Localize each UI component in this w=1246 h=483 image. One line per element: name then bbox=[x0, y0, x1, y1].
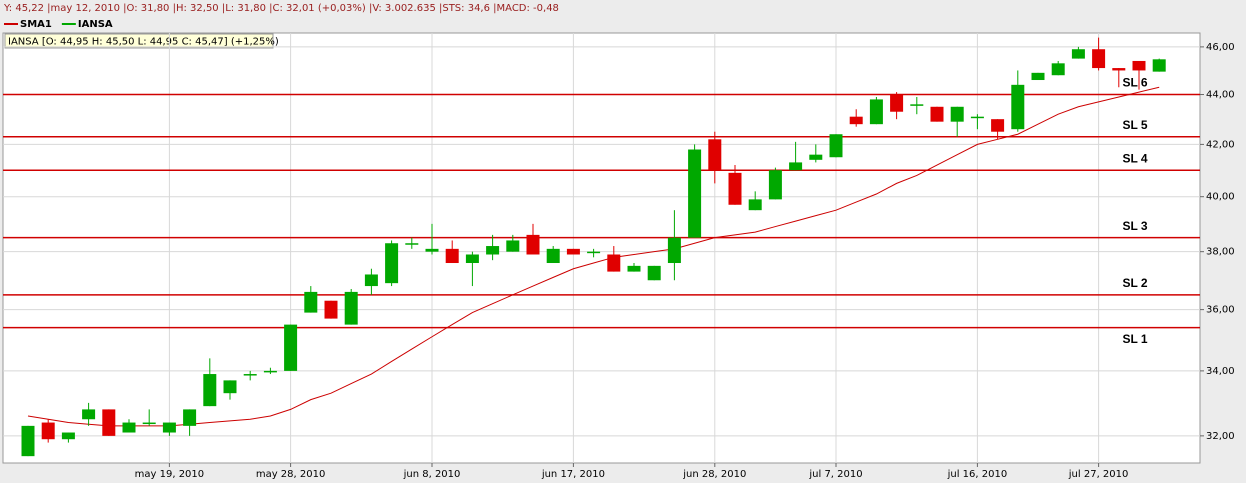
candle-body bbox=[748, 199, 762, 211]
candle-body bbox=[465, 254, 479, 264]
candle-body bbox=[1011, 84, 1025, 130]
level-label: SL 3 bbox=[1122, 219, 1147, 233]
candle-body bbox=[82, 409, 96, 420]
x-tick-label: jun 28, 2010 bbox=[682, 469, 746, 480]
candle-body bbox=[344, 291, 358, 325]
candle-body bbox=[829, 134, 843, 158]
candle-body bbox=[41, 422, 55, 440]
y-tick-label: 46,00 bbox=[1206, 42, 1235, 53]
candle-body bbox=[1152, 59, 1166, 72]
candle-body bbox=[122, 422, 136, 433]
x-tick-label: jun 17, 2010 bbox=[541, 469, 605, 480]
candle-body bbox=[809, 154, 823, 160]
candle-body bbox=[223, 380, 237, 394]
candle-body bbox=[102, 409, 116, 436]
candle-body bbox=[890, 94, 904, 112]
y-tick-label: 42,00 bbox=[1206, 139, 1235, 150]
candle-body bbox=[910, 104, 924, 106]
info-text: IANSA [O: 44,95 H: 45,50 L: 44,95 C: 45,… bbox=[8, 37, 279, 48]
candle-body bbox=[1051, 63, 1065, 76]
candle-body bbox=[304, 291, 318, 313]
candle-body bbox=[385, 243, 399, 284]
status-bar: Y: 45,22 |may 12, 2010 |O: 31,80 |H: 32,… bbox=[3, 3, 559, 14]
candle-body bbox=[364, 274, 378, 287]
candle-body bbox=[587, 251, 601, 254]
level-label: SL 6 bbox=[1122, 76, 1147, 90]
candle-body bbox=[970, 116, 984, 119]
candle-body bbox=[546, 248, 560, 264]
y-tick-label: 44,00 bbox=[1206, 90, 1235, 101]
candle-body bbox=[61, 432, 75, 440]
x-tick-label: jun 8, 2010 bbox=[403, 469, 461, 480]
candle-body bbox=[768, 170, 782, 200]
candle-body bbox=[263, 370, 277, 373]
y-tick-label: 34,00 bbox=[1206, 366, 1235, 377]
candle-body bbox=[162, 422, 176, 433]
candle-body bbox=[849, 116, 863, 125]
candle-body bbox=[425, 248, 439, 252]
candle-body bbox=[869, 99, 883, 125]
candle-body bbox=[607, 254, 621, 272]
x-tick-label: may 19, 2010 bbox=[135, 469, 205, 480]
candle-body bbox=[667, 237, 681, 264]
candle-body bbox=[284, 324, 298, 371]
sma-line bbox=[27, 86, 1160, 427]
candle-body bbox=[445, 248, 459, 264]
candle-body bbox=[1132, 60, 1146, 71]
candle-body bbox=[950, 106, 964, 122]
level-label: SL 2 bbox=[1122, 276, 1147, 290]
plot-area bbox=[2, 32, 1201, 464]
candle-body bbox=[21, 425, 35, 457]
x-tick-label: may 28, 2010 bbox=[256, 469, 326, 480]
candle-body bbox=[728, 172, 742, 205]
candle-body bbox=[526, 234, 540, 255]
level-label: SL 1 bbox=[1122, 332, 1147, 346]
candle-body bbox=[789, 162, 803, 171]
y-tick-label: 38,00 bbox=[1206, 247, 1235, 258]
candle-body bbox=[142, 422, 156, 425]
candle-body bbox=[688, 149, 702, 238]
info-box bbox=[4, 33, 274, 49]
candle-body bbox=[183, 409, 197, 426]
candle-body bbox=[1092, 49, 1106, 69]
candle-body bbox=[203, 374, 217, 407]
candle-body bbox=[1031, 72, 1045, 81]
y-tick-label: 36,00 bbox=[1206, 305, 1235, 316]
candle-body bbox=[566, 248, 580, 255]
candle-body bbox=[506, 240, 520, 252]
candle-body bbox=[627, 265, 641, 272]
y-tick-label: 40,00 bbox=[1206, 192, 1235, 203]
candle-body bbox=[1071, 49, 1085, 59]
candle-body bbox=[930, 106, 944, 122]
legend: SMA1 IANSA bbox=[4, 19, 113, 30]
y-tick-label: 32,00 bbox=[1206, 431, 1235, 442]
candle-body bbox=[647, 265, 661, 281]
candle-body bbox=[324, 300, 338, 319]
level-label: SL 4 bbox=[1122, 151, 1147, 165]
candle-body bbox=[1112, 68, 1126, 71]
x-tick-label: jul 16, 2010 bbox=[947, 469, 1008, 480]
legend-label: IANSA bbox=[78, 19, 113, 30]
candle-body bbox=[405, 243, 419, 245]
level-label: SL 5 bbox=[1122, 118, 1147, 132]
x-tick-label: jul 27, 2010 bbox=[1068, 469, 1129, 480]
candle-body bbox=[486, 246, 500, 255]
legend-label: SMA1 bbox=[20, 19, 52, 30]
candle-body bbox=[991, 119, 1005, 132]
x-tick-label: jul 7, 2010 bbox=[808, 469, 862, 480]
candle-body bbox=[243, 374, 257, 376]
candle-body bbox=[708, 139, 722, 171]
